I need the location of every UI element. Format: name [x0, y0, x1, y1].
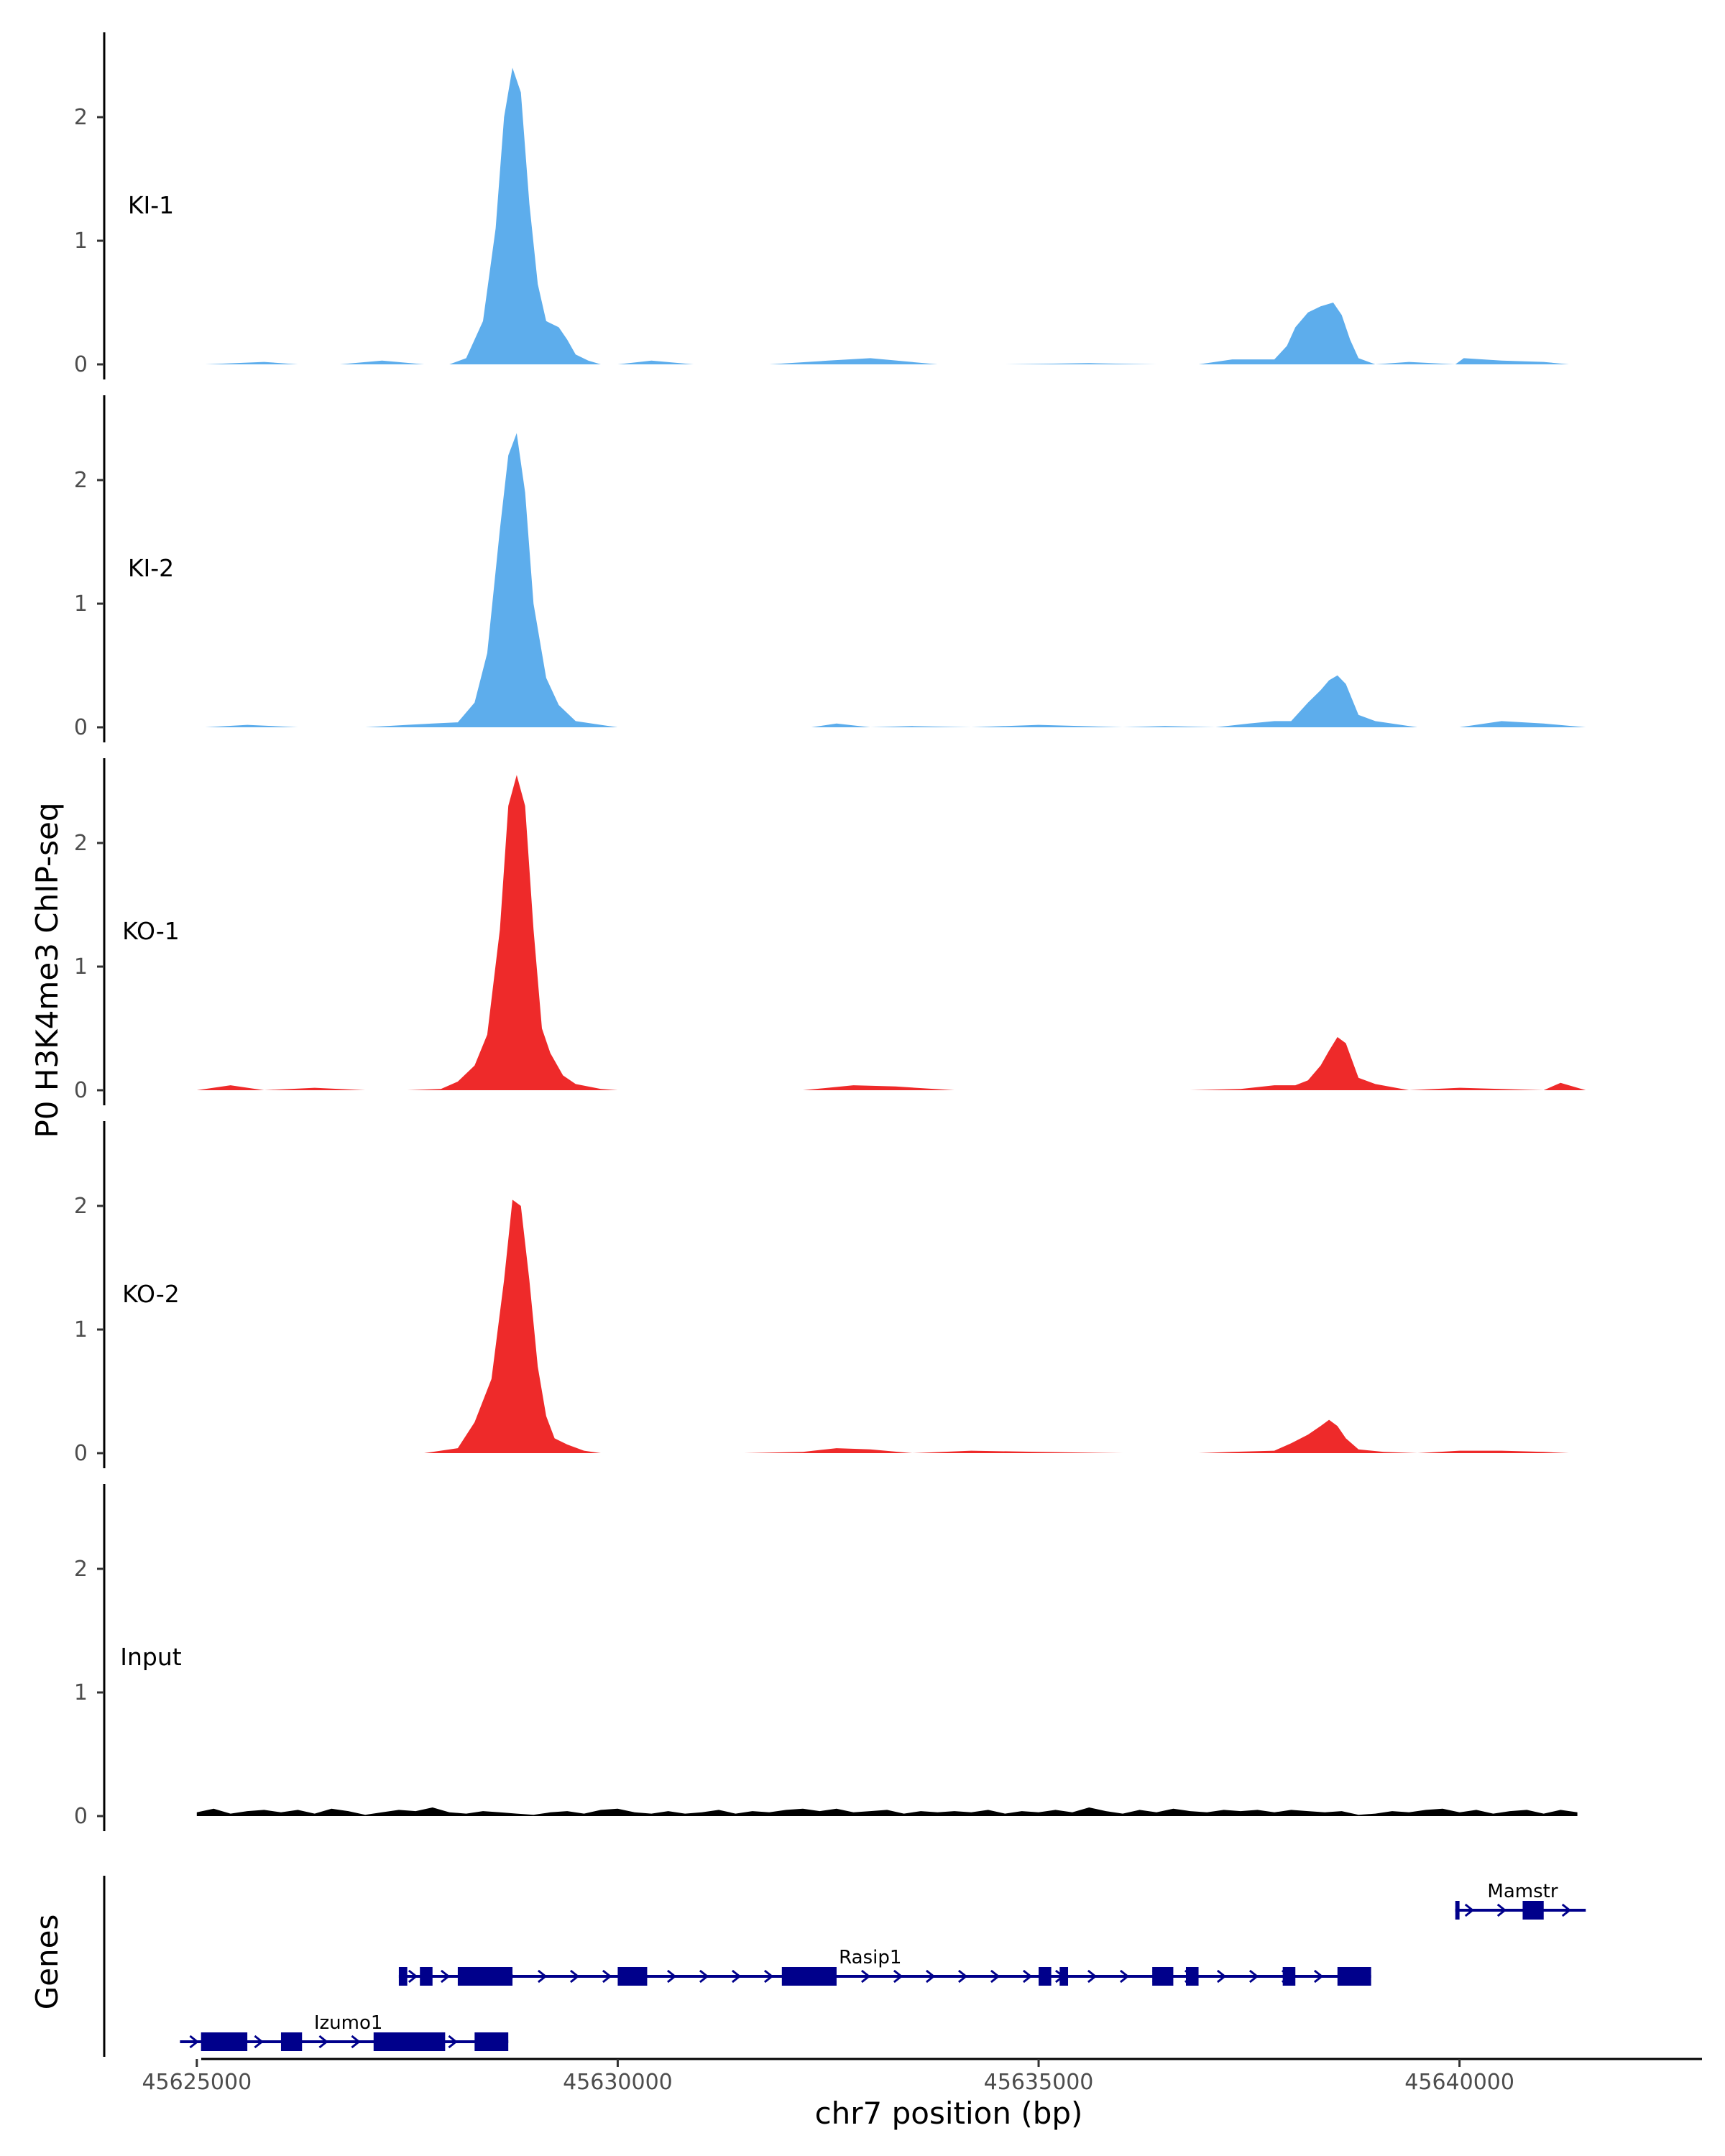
strand-arrow	[408, 1969, 418, 1984]
strand-arrow	[860, 1969, 871, 1984]
strand-arrow	[731, 1969, 742, 1984]
strand-arrow	[254, 2035, 264, 2049]
track-ko-1: 0 1 2 KO-1	[74, 758, 1586, 1105]
strand-arrow	[666, 1969, 677, 1984]
y-tick-label: 1	[74, 1680, 88, 1705]
strand-arrow	[318, 2035, 328, 2049]
strand-arrow	[925, 1969, 936, 1984]
strand-arrow	[957, 1969, 968, 1984]
gene-rasip1: Rasip1	[398, 1947, 1371, 1986]
x-axis-title: chr7 position (bp)	[815, 2096, 1083, 2131]
strand-arrow	[1022, 1969, 1033, 1984]
exon-block	[398, 1967, 408, 1986]
exon-block	[1522, 1901, 1544, 1920]
gene-izumo1: Izumo1	[180, 2012, 509, 2051]
strand-arrow	[990, 1969, 1000, 1984]
exon-block	[1059, 1967, 1069, 1986]
strand-arrow	[569, 1969, 580, 1984]
y-tick-label: 0	[74, 715, 88, 740]
strand-arrow	[893, 1969, 903, 1984]
strand-arrow	[602, 1969, 612, 1984]
genes-panel: Mamstr Rasip1 Izumo1	[103, 1876, 1586, 2057]
strand-arrow	[699, 1969, 709, 1984]
strand-arrow	[1464, 1903, 1475, 1917]
exon-block	[1455, 1901, 1460, 1920]
genes-axis-title: Genes	[29, 1915, 65, 2010]
y-tick-label: 2	[74, 105, 88, 130]
exon-block	[457, 1967, 513, 1986]
track-ko-2: 0 1 2 KO-2	[74, 1121, 1569, 1468]
y-tick-label: 1	[74, 954, 88, 980]
strand-arrow	[1248, 1969, 1259, 1984]
track-label: Input	[120, 1643, 182, 1671]
exon-block	[201, 2032, 248, 2051]
track-area	[196, 775, 1586, 1090]
y-tick-label: 2	[74, 1194, 88, 1219]
gene-mamstr: Mamstr	[1455, 1881, 1586, 1920]
exon-block	[280, 2032, 303, 2051]
strand-arrow	[1496, 1903, 1507, 1917]
y-tick-label: 0	[74, 352, 88, 377]
track-label: KO-2	[122, 1280, 180, 1308]
x-tick-label: 45630000	[563, 2070, 673, 2095]
track-ki-2: 0 1 2 KI-2	[74, 395, 1586, 742]
y-tick-label: 0	[74, 1804, 88, 1829]
gene-label: Rasip1	[839, 1947, 901, 1968]
strand-arrow	[537, 1969, 548, 1984]
track-input: 0 1 2 Input	[74, 1484, 1578, 1831]
strand-arrow	[1216, 1969, 1227, 1984]
track-area	[196, 1199, 1569, 1453]
exon-block	[781, 1967, 837, 1986]
strand-arrow	[1561, 1903, 1572, 1917]
y-axis-title: P0 H3K4me3 ChIP-seq	[29, 802, 65, 1138]
x-axis: 45625000 45630000 45635000 45640000	[142, 2058, 1702, 2095]
exon-block	[617, 1967, 648, 1986]
gene-label: Mamstr	[1487, 1881, 1558, 1902]
x-tick-label: 45640000	[1404, 2070, 1514, 2095]
tracks-group: 0 1 2 KI-1 0 1 2 KI-2 0 1 2 KO-1 0 1 2 KO-2 0 1 2 Input	[74, 32, 1586, 1831]
y-tick-label: 0	[74, 1078, 88, 1103]
track-ki-1: 0 1 2 KI-1	[74, 32, 1569, 379]
track-label: KO-1	[122, 917, 180, 945]
exon-block	[1152, 1967, 1174, 1986]
strand-arrow	[1313, 1969, 1324, 1984]
track-label: KI-1	[128, 191, 174, 219]
y-tick-label: 2	[74, 1557, 88, 1582]
exon-block	[1039, 1967, 1052, 1986]
track-area	[205, 68, 1569, 364]
strand-arrow	[440, 1969, 451, 1984]
track-area	[205, 433, 1586, 727]
exon-block	[420, 1967, 433, 1986]
y-tick-label: 1	[74, 229, 88, 254]
x-tick-label: 45625000	[142, 2070, 252, 2095]
track-label: KI-2	[128, 554, 174, 582]
exon-block	[1337, 1967, 1371, 1986]
gene-label: Izumo1	[314, 2012, 383, 2034]
y-tick-label: 1	[74, 1317, 88, 1342]
x-tick-label: 45635000	[984, 2070, 1094, 2095]
exon-block	[1282, 1967, 1296, 1986]
y-tick-label: 0	[74, 1441, 88, 1466]
y-tick-label: 1	[74, 591, 88, 617]
strand-arrow	[189, 2035, 199, 2049]
track-area	[196, 1807, 1578, 1816]
y-tick-label: 2	[74, 831, 88, 856]
exon-block	[1185, 1967, 1199, 1986]
y-tick-label: 2	[74, 468, 88, 493]
strand-arrow	[763, 1969, 774, 1984]
strand-arrow	[351, 2035, 361, 2049]
strand-arrow	[1119, 1969, 1130, 1984]
exon-block	[373, 2032, 446, 2051]
strand-arrow	[448, 2035, 458, 2049]
strand-arrow	[1087, 1969, 1098, 1984]
exon-block	[474, 2032, 509, 2051]
